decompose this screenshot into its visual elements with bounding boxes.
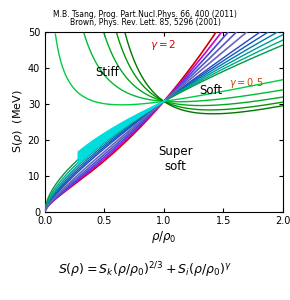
X-axis label: $\rho/\rho_0$: $\rho/\rho_0$ — [151, 229, 177, 245]
Text: Soft: Soft — [200, 85, 223, 98]
Text: Brown, Phys. Rev. Lett. 85, 5296 (2001): Brown, Phys. Rev. Lett. 85, 5296 (2001) — [70, 18, 220, 27]
Text: $S(\rho) = S_k(\rho/\rho_0)^{2/3} + S_i(\rho/\rho_0)^\gamma$: $S(\rho) = S_k(\rho/\rho_0)^{2/3} + S_i(… — [58, 260, 232, 280]
Text: $\gamma=2$: $\gamma=2$ — [150, 38, 176, 52]
Polygon shape — [78, 100, 166, 164]
Text: Stiff: Stiff — [95, 67, 119, 80]
Text: Super
soft: Super soft — [158, 145, 193, 173]
Text: $\gamma=0.5$: $\gamma=0.5$ — [229, 76, 264, 90]
Y-axis label: S($\rho$)  (MeV): S($\rho$) (MeV) — [11, 90, 25, 153]
Text: M.B. Tsang, Prog. Part.Nucl.Phys. 66, 400 (2011): M.B. Tsang, Prog. Part.Nucl.Phys. 66, 40… — [53, 10, 237, 19]
